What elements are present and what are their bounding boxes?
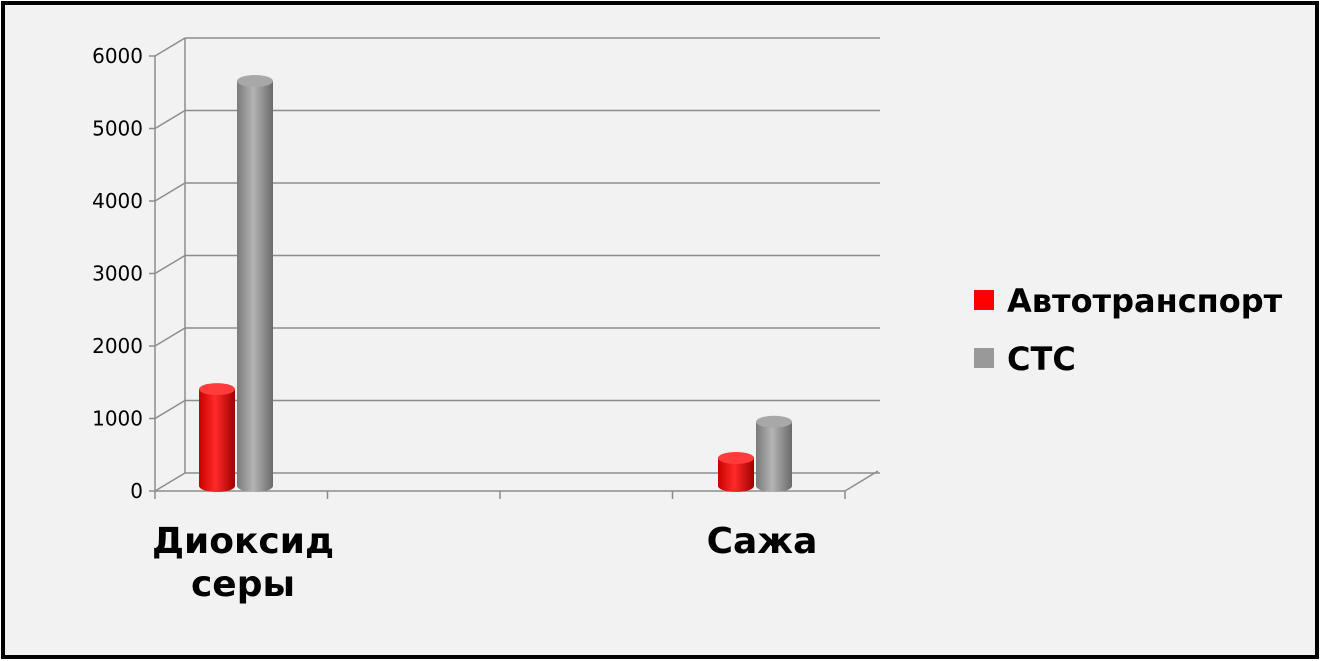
bar-body (756, 421, 792, 486)
grid-diagonal (154, 327, 186, 347)
y-tick-label: 6000 (92, 44, 143, 68)
bar-base (756, 480, 792, 492)
bar-top (718, 452, 754, 464)
bar (199, 383, 235, 492)
x-category-label-line: серы (191, 564, 295, 605)
legend-swatch (974, 290, 994, 310)
bar-top (237, 75, 273, 87)
x-category-label-line: Сажа (707, 521, 818, 562)
bar-top (199, 383, 235, 396)
legend-swatch (974, 348, 994, 368)
grid-diagonal (154, 399, 186, 420)
x-category-label: Диоксид серы (152, 521, 334, 605)
legend: Автотранспорт СТС (974, 282, 1283, 378)
y-tick-label: 1000 (92, 407, 143, 431)
grid-layer (154, 37, 880, 492)
y-tick-label: 0 (130, 479, 143, 503)
bar (756, 415, 792, 492)
y-tick-label: 5000 (92, 117, 143, 141)
grid-diagonal (154, 109, 186, 130)
floor-edge (844, 470, 879, 492)
bar-base (718, 480, 754, 492)
y-tick-label: 4000 (92, 189, 143, 213)
legend-label: Автотранспорт (1007, 282, 1283, 320)
bar-body (199, 389, 235, 486)
grid-diagonal (154, 472, 186, 492)
bar (237, 75, 273, 492)
bars-layer (199, 75, 792, 492)
legend-label: СТС (1007, 340, 1076, 378)
bar-top (756, 415, 792, 428)
bar (718, 452, 754, 492)
y-tick-label: 3000 (92, 262, 143, 286)
y-tick-label: 2000 (92, 334, 143, 358)
labels-layer: 0 1000 2000 3000 4000 5000 6000 Диоксид серы Сажа (92, 44, 817, 605)
grid-diagonal (154, 254, 186, 275)
grid-diagonal (154, 37, 186, 57)
bar-body (237, 81, 273, 486)
bar-base (237, 480, 273, 492)
x-category-label: Сажа (707, 521, 818, 562)
x-category-label-line: Диоксид (152, 521, 334, 562)
grid-diagonal (154, 182, 186, 202)
bar-base (199, 480, 235, 492)
